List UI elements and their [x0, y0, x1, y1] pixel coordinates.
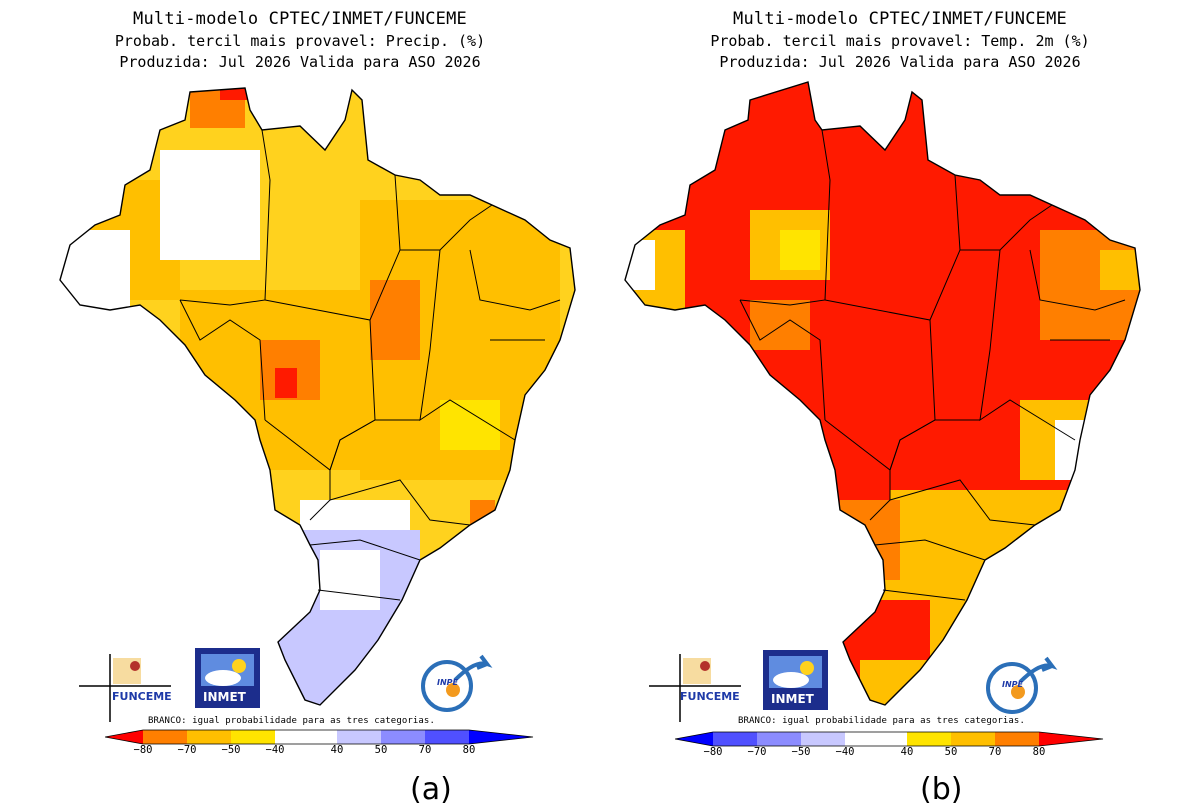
- colorbar-tick: 80: [462, 744, 476, 756]
- funceme-logo: [79, 654, 171, 722]
- colorbar-tick: −70: [177, 744, 197, 756]
- field-white-west: [60, 230, 130, 310]
- colorbar-tick: 70: [988, 746, 1002, 758]
- figure-caption-b: (b): [920, 772, 963, 807]
- probability-field-b: [625, 82, 1140, 705]
- inpe-logo: [421, 654, 493, 712]
- field-rs-red: [860, 600, 930, 660]
- colorbar-a: [105, 729, 534, 745]
- funceme-logo: [649, 654, 741, 722]
- field-extreme-center: [275, 368, 297, 398]
- field-white-pr: [320, 550, 380, 610]
- field-hot-east: [370, 280, 420, 360]
- colorbar-seg-5: [845, 732, 907, 746]
- colorbar-tick: −40: [835, 746, 855, 758]
- colorbar-tick: −80: [703, 746, 723, 758]
- inmet-logo: [195, 648, 260, 708]
- brazil-map-b: [624, 81, 1141, 706]
- colorbar-seg-2: [143, 730, 187, 744]
- inpe-logo-text: INPE: [1002, 680, 1023, 689]
- colorbar-tick: 80: [1032, 746, 1046, 758]
- colorbar-seg-9: [469, 730, 533, 744]
- colorbar-seg-1: [105, 730, 143, 744]
- colorbar-seg-3: [757, 732, 801, 746]
- map-title-block: Multi-modelo CPTEC/INMET/FUNCEME Probab.…: [600, 8, 1200, 73]
- field-hot-coast: [470, 500, 495, 530]
- brazil-map-a: [59, 87, 576, 706]
- colorbar-tick: 40: [330, 744, 344, 756]
- field-white-equal: [160, 150, 260, 260]
- panel-precipitation: Multi-modelo CPTEC/INMET/FUNCEME Probab.…: [0, 0, 600, 807]
- legend-note: BRANCO: igual probabilidade para as tres…: [148, 716, 435, 726]
- map-validity: Produzida: Jul 2026 Valida para ASO 2026: [119, 53, 481, 71]
- colorbar-b: [675, 731, 1104, 747]
- inmet-logo-text: INMET: [771, 692, 814, 706]
- field-white-se: [1055, 420, 1085, 480]
- map-subtitle: Probab. tercil mais provavel: Temp. 2m (…: [710, 32, 1090, 50]
- funceme-logo-text: FUNCEME: [112, 690, 172, 703]
- colorbar-seg-5: [275, 730, 337, 744]
- colorbar-tick: 50: [944, 746, 958, 758]
- colorbar-tick: −70: [747, 746, 767, 758]
- colorbar-seg-6: [337, 730, 381, 744]
- colorbar-tick: 50: [374, 744, 388, 756]
- colorbar-seg-3: [187, 730, 231, 744]
- colorbar-seg-4: [801, 732, 845, 746]
- inpe-logo-text: INPE: [437, 678, 458, 687]
- colorbar-seg-7: [381, 730, 425, 744]
- field-ne-yellow: [1100, 250, 1140, 290]
- colorbar-seg-4: [231, 730, 275, 744]
- colorbar-seg-7: [951, 732, 995, 746]
- state-borders: [739, 129, 1126, 601]
- panel-temperature: Multi-modelo CPTEC/INMET/FUNCEME Probab.…: [600, 0, 1200, 807]
- map-title: Multi-modelo CPTEC/INMET/FUNCEME: [133, 9, 467, 29]
- colorbar-tick: −40: [265, 744, 285, 756]
- colorbar-seg-2: [713, 732, 757, 746]
- colorbar-seg-8: [995, 732, 1039, 746]
- colorbar-labels-a: −80 −70 −50 −40 40 50 70 80: [105, 744, 535, 758]
- map-title-block: Multi-modelo CPTEC/INMET/FUNCEME Probab.…: [0, 8, 600, 73]
- colorbar-seg-6: [907, 732, 951, 746]
- legend-note: BRANCO: igual probabilidade para as tres…: [738, 716, 1025, 726]
- field-extreme-north: [220, 88, 250, 100]
- colorbar-tick: 40: [900, 746, 914, 758]
- colorbar-seg-1: [675, 732, 713, 746]
- state-borders: [179, 129, 561, 601]
- probability-field-a: [60, 88, 575, 705]
- field-hot-center: [750, 300, 810, 350]
- colorbar-tick: −50: [221, 744, 241, 756]
- colorbar-tick: −50: [791, 746, 811, 758]
- inpe-logo: [986, 656, 1058, 714]
- inmet-logo: [763, 650, 828, 710]
- funceme-logo-text: FUNCEME: [680, 690, 740, 703]
- inmet-logo-text: INMET: [203, 690, 246, 704]
- field-amazon-light: [780, 230, 820, 270]
- colorbar-labels-b: −80 −70 −50 −40 40 50 70 80: [675, 746, 1105, 760]
- colorbar-tick: 70: [418, 744, 432, 756]
- figure-caption-a: (a): [410, 772, 452, 807]
- colorbar-seg-8: [425, 730, 469, 744]
- colorbar-seg-9: [1039, 732, 1103, 746]
- colorbar-tick: −80: [133, 744, 153, 756]
- map-validity: Produzida: Jul 2026 Valida para ASO 2026: [719, 53, 1081, 71]
- map-subtitle: Probab. tercil mais provavel: Precip. (%…: [114, 32, 486, 50]
- field-hot-sw: [840, 500, 900, 580]
- map-title: Multi-modelo CPTEC/INMET/FUNCEME: [733, 9, 1067, 29]
